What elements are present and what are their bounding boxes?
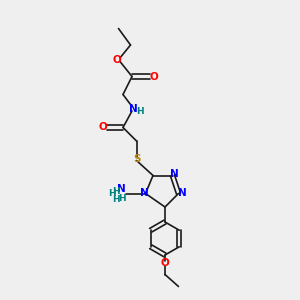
Text: N: N: [140, 188, 148, 199]
Text: S: S: [133, 154, 140, 164]
Text: H: H: [118, 194, 125, 203]
Text: O: O: [149, 71, 158, 82]
Text: N: N: [178, 188, 187, 199]
Text: N: N: [129, 104, 138, 115]
Text: N: N: [169, 169, 178, 179]
Text: H: H: [136, 106, 144, 116]
Text: H: H: [112, 195, 120, 204]
Text: H: H: [112, 188, 120, 196]
Text: O: O: [98, 122, 107, 133]
Text: N: N: [117, 184, 126, 194]
Text: O: O: [112, 55, 121, 65]
Text: H: H: [108, 189, 116, 198]
Text: O: O: [160, 257, 169, 268]
